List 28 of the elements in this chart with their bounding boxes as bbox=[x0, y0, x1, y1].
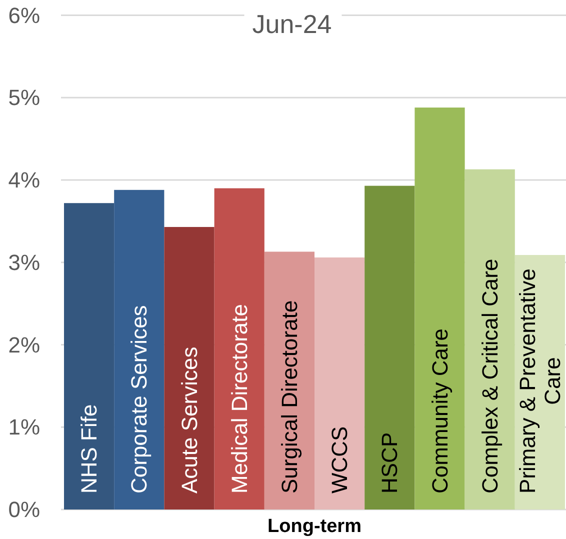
x-tick-label: Corporate Services bbox=[126, 305, 152, 494]
y-tick-label: 2% bbox=[8, 332, 40, 358]
x-tick-label: NHS Fife bbox=[76, 404, 102, 494]
x-axis-title: Long-term bbox=[268, 516, 362, 537]
bar bbox=[164, 226, 214, 510]
y-tick-label: 4% bbox=[8, 168, 40, 193]
chart-title: Jun-24 bbox=[252, 9, 332, 39]
x-tick-label: Acute Services bbox=[176, 346, 202, 494]
bar bbox=[64, 203, 114, 510]
x-tick-label: HSCP bbox=[377, 432, 402, 494]
y-tick-label: 5% bbox=[8, 85, 40, 110]
y-tick-label: 0% bbox=[8, 497, 40, 522]
x-tick-label: WCCS bbox=[327, 426, 352, 494]
bar bbox=[364, 186, 415, 510]
x-tick-label: Primary & Preventative Care bbox=[514, 268, 565, 494]
bar bbox=[264, 252, 314, 510]
x-tick-label: Complex & Critical Care bbox=[477, 258, 502, 494]
bar bbox=[464, 169, 515, 510]
x-tick-label: Surgical Directorate bbox=[276, 300, 302, 494]
bar bbox=[214, 188, 264, 510]
x-tick-label: Community Care bbox=[427, 328, 452, 494]
bar bbox=[314, 257, 365, 510]
x-tick-label: Medical Directorate bbox=[226, 304, 252, 494]
y-tick-label: 1% bbox=[8, 414, 40, 440]
bar bbox=[114, 190, 164, 510]
bar bbox=[414, 108, 465, 510]
y-tick-label: 3% bbox=[8, 250, 40, 275]
y-tick-label: 6% bbox=[8, 2, 40, 28]
